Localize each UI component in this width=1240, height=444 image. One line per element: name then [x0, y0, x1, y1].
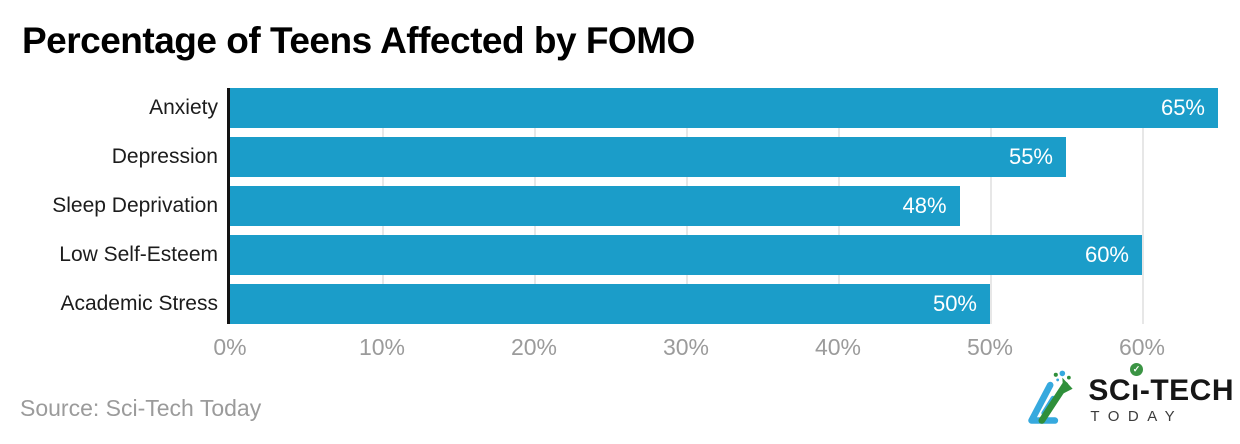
x-axis-ticks: 0% 10% 20% 30% 40% 50% 60% [213, 334, 1218, 362]
x-tick-label: 40% [814, 334, 862, 360]
plot-area: Anxiety 65% Depression 55% Sleep Deprivation… [0, 88, 1240, 324]
source-note: Source: Sci-Tech Today [20, 395, 262, 421]
bar: 55% [230, 137, 1066, 177]
bar-value-label: 55% [1008, 144, 1053, 169]
bar-row: Low Self-Esteem 60% [0, 235, 1240, 275]
category-label: Low Self-Esteem [59, 243, 218, 266]
bar-row: Academic Stress 50% [0, 284, 1240, 324]
category-label: Sleep Deprivation [52, 194, 218, 217]
bar-track: 50% [230, 284, 1218, 324]
bar-rows: Anxiety 65% Depression 55% Sleep Deprivation… [0, 88, 1240, 324]
bar-row: Anxiety 65% [0, 88, 1240, 128]
bar-value-label: 48% [902, 193, 947, 218]
bar: 60% [230, 235, 1142, 275]
x-tick-label: 60% [1118, 334, 1166, 360]
category-label: Academic Stress [60, 292, 218, 315]
bar-row: Sleep Deprivation 48% [0, 186, 1240, 226]
category-label: Anxiety [149, 96, 218, 119]
bar-track: 60% [230, 235, 1218, 275]
category-label: Depression [111, 145, 218, 168]
bar-track: 55% [230, 137, 1218, 177]
x-tick-label: 50% [966, 334, 1014, 360]
chart-title: Percentage of Teens Affected by FOMO [22, 20, 695, 61]
logo-part1: SC [1088, 374, 1131, 407]
logo: SC ı ✓ -TECH TODAY [1025, 363, 1234, 431]
logo-wordmark: SC ı ✓ -TECH TODAY [1088, 363, 1234, 425]
bar: 65% [230, 88, 1218, 128]
bar-row: Depression 55% [0, 137, 1240, 177]
x-tick-label: 30% [662, 334, 710, 360]
logo-flask-icon [1028, 370, 1073, 424]
x-tick-label: 10% [358, 334, 406, 360]
gridline [990, 88, 992, 324]
x-tick-label: 0% [213, 334, 247, 360]
x-tick-label: 20% [510, 334, 558, 360]
bar: 48% [230, 186, 960, 226]
bar-value-label: 65% [1160, 95, 1205, 120]
bar-track: 65% [230, 88, 1218, 128]
logo-part2: -TECH [1139, 374, 1234, 407]
bar: 50% [230, 284, 990, 324]
check-dot-icon: ✓ [1130, 363, 1143, 376]
gridline [1142, 88, 1144, 324]
logo-main-text: SC ı ✓ -TECH [1088, 363, 1234, 407]
bar-value-label: 60% [1084, 242, 1129, 267]
y-axis-line [227, 88, 230, 324]
logo-subtext: TODAY [1090, 408, 1184, 425]
bar-value-label: 50% [932, 291, 977, 316]
logo-letter-i: ı ✓ [1130, 363, 1143, 406]
bar-track: 48% [230, 186, 1218, 226]
